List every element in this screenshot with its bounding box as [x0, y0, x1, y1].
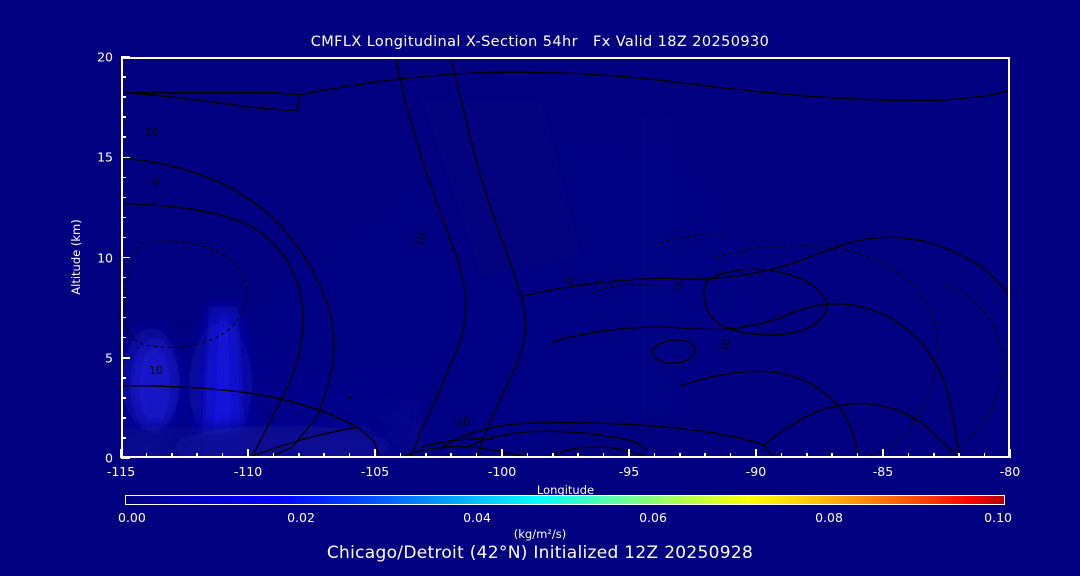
x-tick-minor	[450, 453, 452, 458]
x-tick-label: -85	[872, 464, 894, 479]
y-tick-major	[121, 457, 130, 459]
colorbar-tick-label: 0.10	[984, 510, 1012, 525]
y-tick-minor	[121, 176, 126, 179]
colorbar-tick-label: 0.04	[463, 510, 491, 525]
x-tick-minor	[425, 453, 427, 458]
x-tick-minor	[856, 453, 859, 458]
x-tick-minor	[145, 453, 148, 458]
x-tick-label: -80	[999, 464, 1021, 479]
y-tick-major	[121, 156, 130, 158]
x-tick-minor	[475, 453, 478, 458]
x-tick-major	[1009, 449, 1011, 458]
y-tick-minor	[121, 216, 126, 219]
x-tick-minor	[272, 453, 275, 458]
x-tick-minor	[704, 453, 706, 458]
x-tick-minor	[526, 453, 529, 458]
contour-overlay: 10 0 10 10 0 0 10 10	[123, 59, 1008, 456]
contour-label: 0	[675, 281, 682, 294]
y-tick-minor	[121, 236, 126, 239]
x-tick-major	[120, 449, 122, 458]
y-tick-minor	[121, 437, 126, 439]
y-tick-minor	[121, 116, 126, 118]
x-tick-major	[628, 449, 630, 458]
y-tick-label: 15	[97, 149, 113, 165]
x-tick-minor	[907, 453, 910, 458]
x-tick-label: -95	[618, 464, 640, 479]
x-tick-minor	[958, 453, 960, 458]
x-tick-minor	[298, 453, 300, 458]
footer-caption: Chicago/Detroit (42°N) Initialized 12Z 2…	[326, 543, 754, 563]
x-tick-minor	[653, 453, 656, 458]
x-tick-minor	[983, 453, 986, 458]
x-tick-major	[247, 449, 249, 458]
x-tick-minor	[780, 453, 783, 458]
x-tick-minor	[196, 453, 198, 458]
x-tick-minor	[933, 453, 935, 458]
x-tick-minor	[171, 453, 173, 458]
x-tick-label: -90	[745, 464, 767, 479]
y-tick-major	[121, 256, 130, 259]
y-tick-minor	[121, 276, 126, 279]
colorbar-tick-label: 0.08	[815, 510, 843, 525]
x-tick-major	[755, 449, 757, 458]
x-tick-major	[501, 449, 503, 458]
y-tick-minor	[121, 196, 126, 199]
colorbar-units-label: (kg/m²/s)	[513, 527, 567, 541]
contour-label: 10	[716, 336, 734, 354]
x-tick-label: -110	[233, 464, 263, 479]
x-tick-minor	[729, 453, 732, 458]
contour-label: 10	[412, 231, 429, 248]
y-tick-label: 20	[97, 49, 113, 65]
x-axis-label: Longitude	[536, 483, 595, 497]
x-tick-minor	[806, 453, 808, 458]
x-tick-minor	[399, 453, 402, 458]
y-tick-label: 10	[97, 250, 113, 265]
x-tick-label: -105	[360, 464, 390, 479]
contour-label: 10	[149, 364, 163, 377]
y-tick-label: 5	[105, 350, 113, 366]
x-tick-minor	[577, 453, 579, 458]
colorbar-gradient	[125, 495, 1005, 505]
x-tick-minor	[679, 453, 681, 458]
y-tick-minor	[121, 296, 126, 299]
y-tick-minor	[121, 397, 126, 399]
x-tick-major	[374, 449, 376, 458]
plot-area: 10 0 10 10 0 0 10 10	[121, 57, 1010, 458]
x-tick-minor	[221, 453, 224, 458]
colorbar-tick-label: 0.06	[639, 510, 667, 525]
y-tick-minor	[121, 417, 126, 419]
colorbar-tick-label: 0.02	[287, 510, 315, 525]
y-tick-minor	[121, 377, 126, 379]
x-tick-minor	[602, 453, 605, 458]
shaded-field	[123, 59, 1008, 456]
x-tick-minor	[323, 453, 325, 458]
x-tick-major	[882, 449, 884, 458]
x-tick-minor	[348, 453, 351, 458]
colorbar	[125, 495, 1005, 505]
x-tick-minor	[552, 453, 554, 458]
y-tick-label: 0	[105, 450, 113, 466]
colorbar-tick-label: 0.00	[118, 510, 146, 525]
x-tick-minor	[831, 453, 833, 458]
y-tick-minor	[121, 76, 126, 78]
y-tick-major	[121, 357, 130, 359]
x-tick-label: -115	[106, 464, 136, 479]
y-tick-minor	[121, 316, 126, 319]
contour-label: 0	[153, 176, 160, 189]
y-tick-minor	[121, 336, 126, 339]
contour-label: 10	[455, 415, 471, 431]
y-axis-label: Altitude (km)	[69, 219, 83, 295]
page-title: CMFLX Longitudinal X-Section 54hr Fx Val…	[310, 34, 770, 50]
contour-label: 10	[145, 126, 159, 139]
y-tick-minor	[121, 136, 126, 138]
contour-label: 0	[567, 275, 574, 288]
y-tick-minor	[121, 96, 126, 98]
x-tick-label: -100	[487, 464, 517, 479]
y-tick-major	[121, 56, 130, 58]
